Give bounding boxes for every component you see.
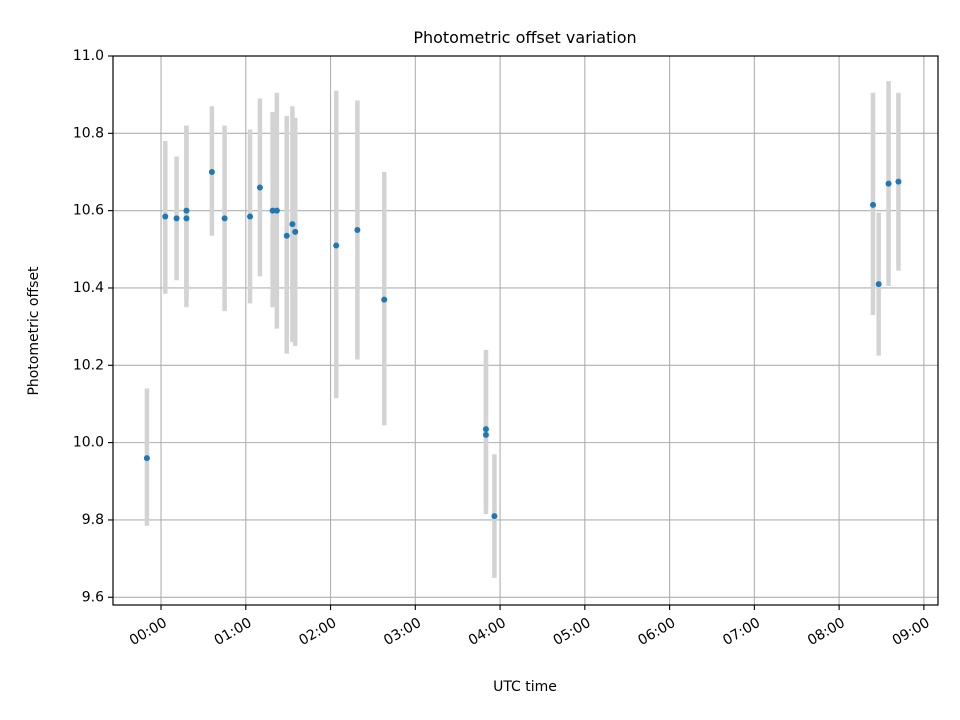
data-point bbox=[289, 221, 296, 228]
data-point bbox=[381, 296, 388, 303]
data-points bbox=[143, 168, 902, 520]
y-tick-label: 10.4 bbox=[73, 280, 104, 296]
data-point bbox=[333, 242, 340, 249]
x-axis-label: UTC time bbox=[493, 679, 557, 695]
data-point bbox=[283, 232, 290, 239]
data-point bbox=[183, 207, 190, 214]
data-point bbox=[870, 201, 877, 208]
y-tick-label: 11.0 bbox=[73, 48, 104, 64]
chart-title: Photometric offset variation bbox=[413, 28, 636, 47]
data-point bbox=[256, 184, 263, 191]
data-point bbox=[875, 281, 882, 288]
data-point bbox=[143, 455, 150, 462]
y-axis-label: Photometric offset bbox=[26, 266, 42, 396]
data-point bbox=[173, 215, 180, 222]
data-point bbox=[273, 207, 280, 214]
data-point bbox=[162, 213, 169, 220]
data-point bbox=[482, 431, 489, 438]
data-point bbox=[491, 513, 498, 520]
data-point bbox=[247, 213, 254, 220]
plot-frame bbox=[112, 55, 939, 606]
y-tick-label: 10.2 bbox=[73, 357, 104, 373]
data-point bbox=[183, 215, 190, 222]
data-point bbox=[885, 180, 892, 187]
data-point bbox=[354, 226, 361, 233]
data-point bbox=[208, 168, 215, 175]
y-tick-label: 10.8 bbox=[73, 125, 104, 141]
y-tick-label: 10.0 bbox=[73, 435, 104, 451]
data-point bbox=[292, 228, 299, 235]
y-tick-label: 10.6 bbox=[73, 203, 104, 219]
data-point bbox=[221, 215, 228, 222]
y-tick-label: 9.6 bbox=[82, 589, 104, 605]
data-point bbox=[482, 426, 489, 433]
data-point bbox=[269, 207, 276, 214]
y-tick-label: 9.8 bbox=[82, 512, 104, 528]
data-point bbox=[895, 178, 902, 185]
